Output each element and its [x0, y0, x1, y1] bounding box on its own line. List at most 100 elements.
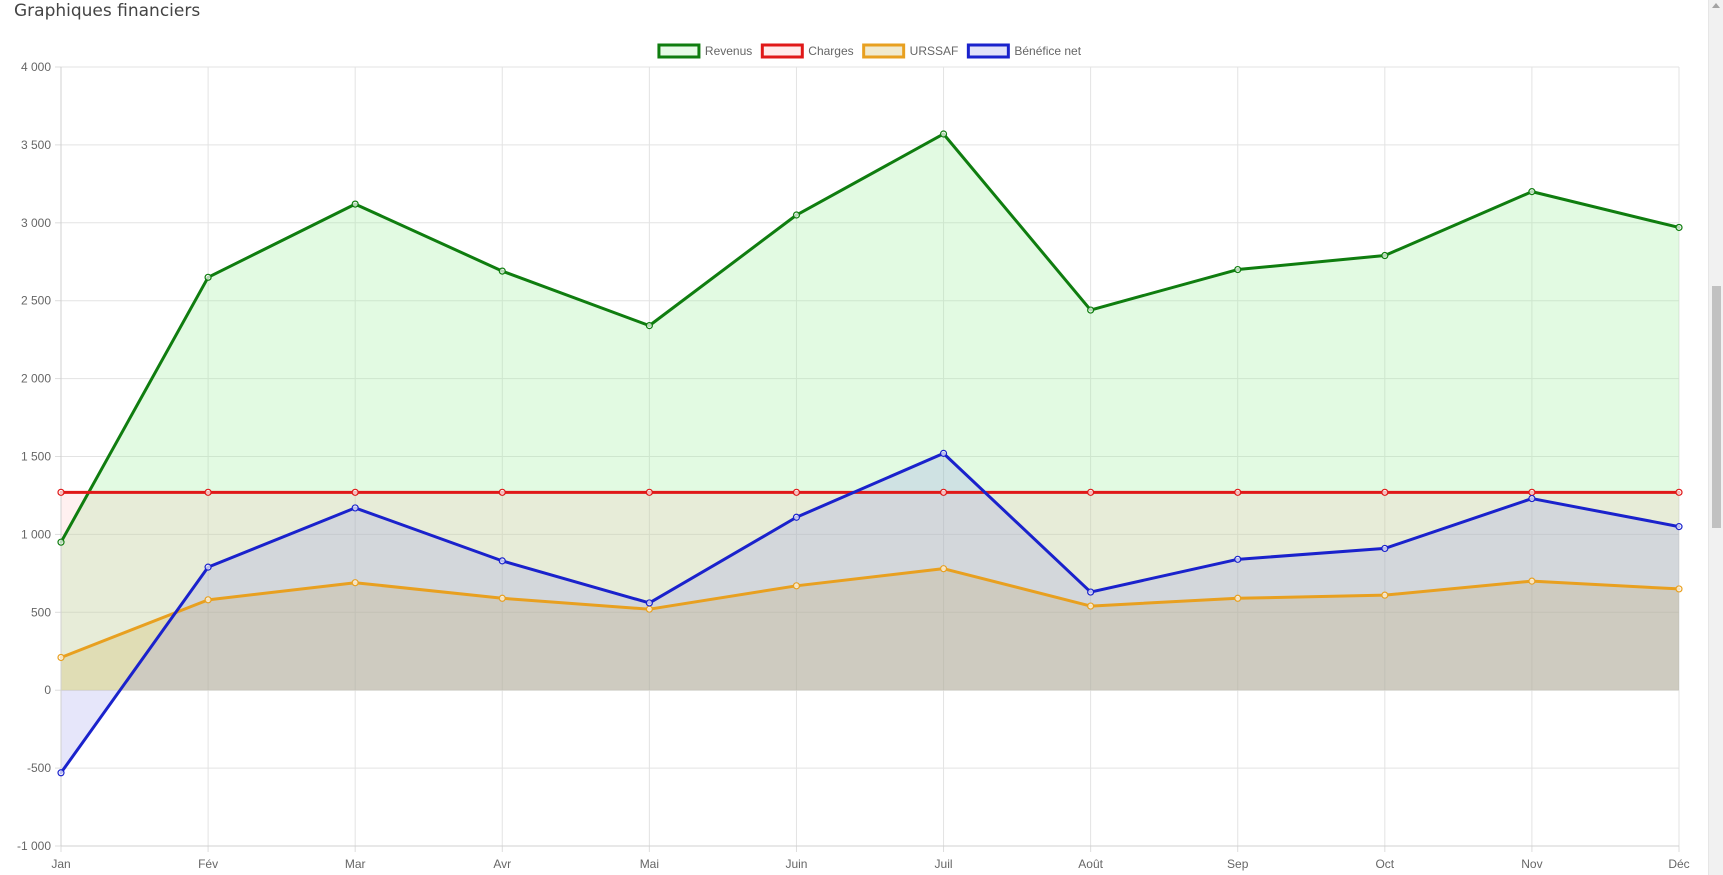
data-point[interactable] [498, 557, 506, 565]
data-point[interactable] [498, 267, 506, 275]
data-point[interactable] [1087, 488, 1095, 496]
legend-swatch [966, 43, 1010, 59]
series-area-fill [61, 453, 1679, 773]
data-point[interactable] [1234, 555, 1242, 563]
page-title: Graphiques financiers [14, 1, 201, 21]
data-point[interactable] [57, 488, 65, 496]
chart-x-tick-labels: Jan Fév Mar Avr Mai Juin Juil Août Sep Oct Nov Déc [51, 857, 1689, 871]
chart-data-points [57, 130, 1683, 777]
data-point[interactable] [57, 538, 65, 546]
data-point[interactable] [1528, 494, 1536, 503]
x-tick-label: Juin [785, 857, 807, 871]
data-point[interactable] [645, 322, 653, 330]
series-area-fill [61, 492, 1679, 691]
data-point[interactable] [204, 488, 212, 496]
data-point[interactable] [1087, 602, 1095, 610]
chart-area-fills [61, 133, 1679, 773]
y-tick-label: 500 [31, 605, 51, 619]
series-area-fill [61, 568, 1679, 691]
series-line [59, 451, 1681, 775]
x-tick-label: Mar [345, 857, 366, 871]
x-tick-label: Nov [1521, 857, 1542, 871]
y-tick-label: -1 000 [17, 839, 51, 853]
data-point[interactable] [1381, 591, 1389, 599]
data-point[interactable] [204, 596, 212, 604]
data-point[interactable] [1675, 488, 1683, 496]
data-point[interactable] [351, 579, 359, 587]
data-point[interactable] [1675, 523, 1683, 531]
data-point[interactable] [645, 488, 653, 496]
data-point[interactable] [498, 488, 506, 496]
data-point[interactable] [939, 130, 948, 138]
data-point[interactable] [351, 488, 359, 496]
data-point[interactable] [792, 582, 801, 590]
data-point[interactable] [351, 504, 359, 512]
legend-label: Revenus [705, 44, 752, 58]
data-point[interactable] [939, 488, 948, 496]
chart-series-lines [59, 132, 1681, 775]
x-tick-label: Fév [198, 857, 218, 871]
data-point[interactable] [792, 488, 801, 496]
data-point[interactable] [1234, 265, 1242, 274]
legend-swatch [760, 43, 804, 59]
data-point[interactable] [57, 769, 65, 777]
data-point[interactable] [1087, 306, 1095, 314]
data-point[interactable] [1675, 585, 1683, 593]
data-point[interactable] [1234, 594, 1242, 602]
y-tick-label: 3 500 [21, 138, 51, 152]
legend-swatch [862, 43, 906, 59]
series-line [59, 132, 1681, 544]
data-point[interactable] [1381, 251, 1389, 260]
data-point[interactable] [1528, 577, 1536, 585]
data-point[interactable] [1381, 544, 1389, 553]
data-point[interactable] [1234, 488, 1242, 496]
y-tick-label: 4 000 [21, 60, 51, 74]
data-point[interactable] [645, 599, 653, 607]
y-tick-label: 1 000 [21, 527, 51, 541]
chart-axes [55, 66, 1680, 852]
chart-y-tick-labels: 4 000 3 500 3 000 2 500 2 000 1 500 1 000 500 0 -… [17, 60, 51, 853]
data-point[interactable] [792, 211, 801, 219]
x-tick-label: Juil [935, 857, 953, 871]
data-point[interactable] [1087, 588, 1095, 596]
y-tick-label: 0 [44, 683, 51, 697]
legend-label: Bénéfice net [1014, 44, 1081, 58]
data-point[interactable] [204, 273, 212, 281]
series-line [59, 567, 1681, 659]
x-tick-label: Déc [1668, 857, 1689, 871]
legend-label: URSSAF [910, 44, 959, 58]
y-tick-label: 2 000 [21, 372, 51, 386]
legend-item[interactable]: Revenus [657, 43, 752, 59]
chart-legend[interactable]: Revenus Charges URSSAF Bénéfice net [657, 43, 1082, 59]
data-point[interactable] [57, 653, 65, 662]
y-tick-label: 3 000 [21, 216, 51, 230]
data-point[interactable] [1528, 488, 1536, 496]
data-point[interactable] [1675, 223, 1683, 232]
data-point[interactable] [1381, 488, 1389, 496]
legend-item[interactable]: Bénéfice net [966, 43, 1082, 59]
series-area-fill [61, 133, 1679, 691]
legend-label: Charges [808, 44, 853, 58]
scroll-up-arrow-icon[interactable] [1712, 3, 1720, 8]
y-tick-label: 1 500 [21, 450, 51, 464]
data-point[interactable] [1528, 188, 1536, 196]
data-point[interactable] [939, 449, 948, 457]
legend-item[interactable]: URSSAF [862, 43, 959, 59]
x-tick-label: Oct [1375, 857, 1394, 871]
data-point[interactable] [351, 200, 359, 208]
data-point[interactable] [498, 594, 506, 602]
x-tick-label: Août [1078, 857, 1103, 871]
data-point[interactable] [204, 563, 212, 571]
data-point[interactable] [645, 605, 653, 613]
data-point[interactable] [792, 513, 801, 521]
x-tick-label: Mai [640, 857, 659, 871]
legend-swatch [657, 43, 701, 59]
data-point[interactable] [939, 565, 948, 573]
legend-item[interactable]: Charges [760, 43, 854, 59]
x-tick-label: Avr [493, 857, 511, 871]
x-tick-label: Jan [51, 857, 70, 871]
vertical-scrollbar[interactable] [1708, 0, 1723, 875]
scrollbar-thumb[interactable] [1712, 286, 1721, 528]
